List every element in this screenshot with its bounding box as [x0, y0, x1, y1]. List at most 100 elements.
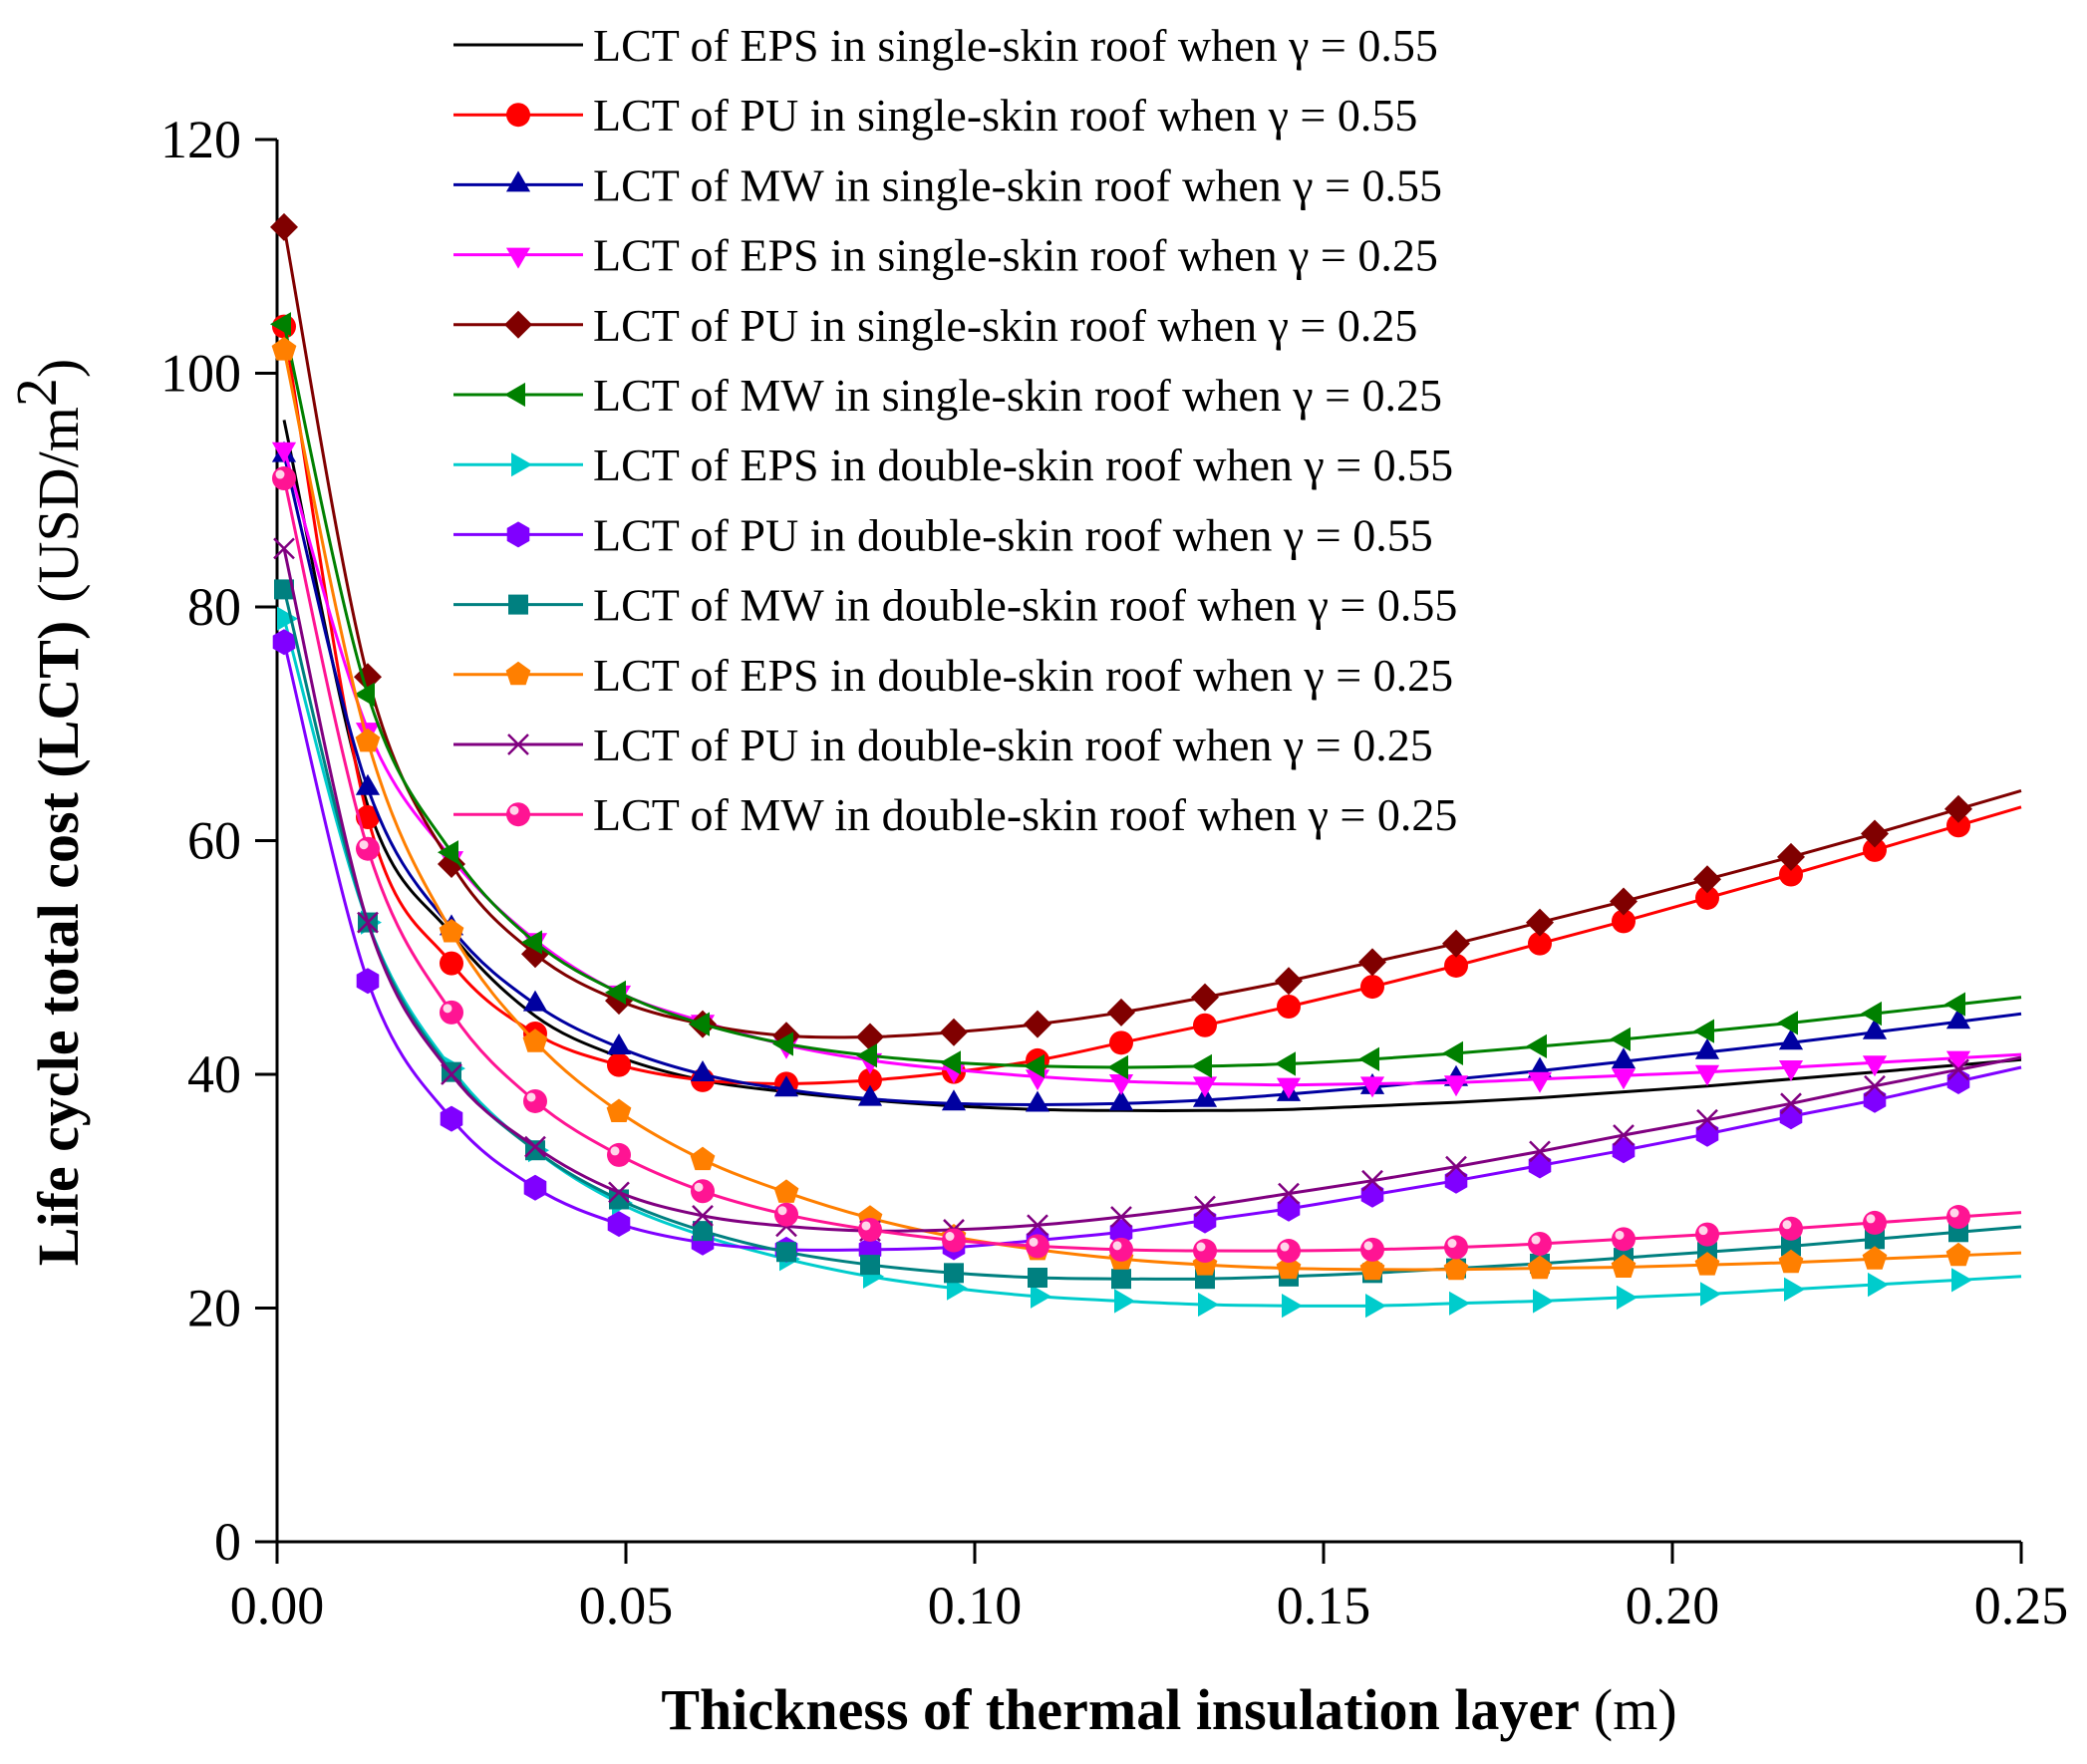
series-11-point	[1445, 1155, 1467, 1178]
series-4-point	[1276, 1077, 1302, 1099]
series-12-point-body	[1277, 1239, 1301, 1264]
series-12-point-body	[1193, 1239, 1217, 1264]
series-12-point-highlight	[610, 1146, 620, 1156]
series-2-point	[1109, 1030, 1133, 1055]
series-10-point	[690, 1146, 716, 1171]
series-5-point	[270, 212, 298, 241]
legend-swatch-marker	[506, 103, 530, 128]
series-6-point	[1526, 1033, 1547, 1058]
series-4-point	[1359, 1076, 1385, 1098]
series-7-point	[1700, 1282, 1721, 1307]
series-11-point	[1278, 1182, 1300, 1205]
series-5-point	[1275, 967, 1303, 996]
series-10-point	[1611, 1254, 1637, 1278]
series-10-point	[1359, 1256, 1385, 1281]
series-10-point	[522, 1029, 548, 1052]
series-8-point	[1277, 1195, 1301, 1222]
series-12-point	[858, 1217, 882, 1242]
y-axis-unit: (USD/m	[26, 407, 91, 603]
series-2-point	[1612, 909, 1636, 934]
legend-swatch-marker-body	[506, 802, 530, 827]
x-tick-label: 0.10	[928, 1576, 1023, 1635]
series-10-point	[1527, 1255, 1553, 1280]
series-3-point	[522, 990, 548, 1012]
legend-swatch-marker	[507, 734, 529, 755]
legend-item: LCT of EPS in double-skin roof when γ = …	[453, 440, 1453, 490]
series-12-point-body	[1360, 1237, 1384, 1262]
series-5-point	[1191, 983, 1219, 1012]
y-axis-title: Life cycle total cost (LCT) (USD/m2)	[4, 359, 91, 1266]
series-12-point-highlight	[1615, 1230, 1625, 1240]
series-7-point	[1617, 1285, 1638, 1311]
series-3-point	[1611, 1047, 1637, 1069]
legend-item: LCT of PU in double-skin roof when γ = 0…	[453, 509, 1433, 560]
legend-item: LCT of MW in double-skin roof when γ = 0…	[453, 789, 1457, 840]
series-8-point	[440, 1105, 463, 1132]
y-axis-unit-superscript: 2	[4, 378, 69, 407]
legend-label: LCT of EPS in single-skin roof when γ = …	[593, 230, 1438, 281]
series-12-point-body	[1109, 1237, 1133, 1262]
series-8-point	[1612, 1137, 1636, 1164]
series-5-point	[940, 1018, 968, 1046]
legend-swatch-marker	[508, 594, 528, 615]
series-4-point	[271, 441, 297, 463]
series-6-point	[270, 312, 291, 337]
legend-item: LCT of MW in single-skin roof when γ = 0…	[453, 370, 1442, 421]
series-6-point	[1024, 1053, 1044, 1078]
series-9-point	[1865, 1229, 1885, 1250]
series-7-point	[1365, 1294, 1386, 1319]
series-3-point	[1945, 1008, 1971, 1029]
series-3-point	[1778, 1029, 1804, 1050]
series-10-point	[271, 337, 297, 361]
series-12-point	[1277, 1239, 1301, 1264]
series-8	[272, 629, 2022, 1263]
series-6-point	[1693, 1019, 1714, 1043]
legend-swatch-marker	[511, 452, 532, 477]
series-12-point	[1946, 1205, 1970, 1230]
legend-item: LCT of EPS in single-skin roof when γ = …	[453, 230, 1438, 281]
series-12-point-body	[607, 1142, 631, 1167]
series-10-point	[1945, 1242, 1971, 1267]
series-10-point	[355, 728, 381, 752]
series-12-point	[942, 1228, 966, 1253]
legend-item: LCT of PU in single-skin roof when γ = 0…	[453, 300, 1417, 351]
series-layer	[270, 212, 2022, 1319]
series-7-point	[1282, 1294, 1303, 1319]
y-tick-label: 0	[214, 1512, 241, 1572]
series-7-point	[1533, 1289, 1554, 1314]
series-12-point-body	[1946, 1205, 1970, 1230]
series-2-point	[1277, 994, 1301, 1019]
series-4-point	[1862, 1055, 1888, 1077]
series-12-point	[523, 1088, 547, 1113]
legend-swatch-marker	[504, 382, 525, 408]
legend-item: LCT of PU in double-skin roof when γ = 0…	[453, 720, 1433, 770]
series-4-point	[1778, 1060, 1804, 1081]
series-12-point-highlight	[1531, 1235, 1541, 1245]
legend-swatch-marker	[506, 802, 530, 827]
series-11-point	[608, 1181, 630, 1204]
series-5-point	[856, 1023, 884, 1051]
series-12-point-body	[1779, 1216, 1803, 1241]
series-10-point	[439, 919, 464, 943]
series-3-point	[355, 773, 381, 795]
series-12-point-body	[356, 836, 380, 861]
series-12-point-highlight	[1280, 1242, 1290, 1252]
series-12-point	[1109, 1237, 1133, 1262]
legend: LCT of EPS in single-skin roof when γ = …	[453, 20, 1457, 840]
series-12-point-body	[942, 1228, 966, 1253]
series-6-point	[521, 930, 542, 955]
x-tick-label: 0.00	[230, 1576, 325, 1635]
legend-label: LCT of MW in single-skin roof when γ = 0…	[593, 159, 1442, 210]
series-12-point	[1695, 1222, 1719, 1247]
series-7-point	[1784, 1277, 1805, 1302]
series-8-point	[1360, 1181, 1384, 1208]
series-11	[273, 537, 2022, 1242]
series-8-point	[1444, 1167, 1468, 1194]
legend-label: LCT of PU in double-skin roof when γ = 0…	[593, 720, 1433, 770]
series-5-point	[1610, 887, 1638, 916]
series-12-point-highlight	[1949, 1208, 1959, 1218]
legend-swatch-marker-highlight	[509, 805, 519, 815]
series-12-point	[356, 836, 380, 861]
